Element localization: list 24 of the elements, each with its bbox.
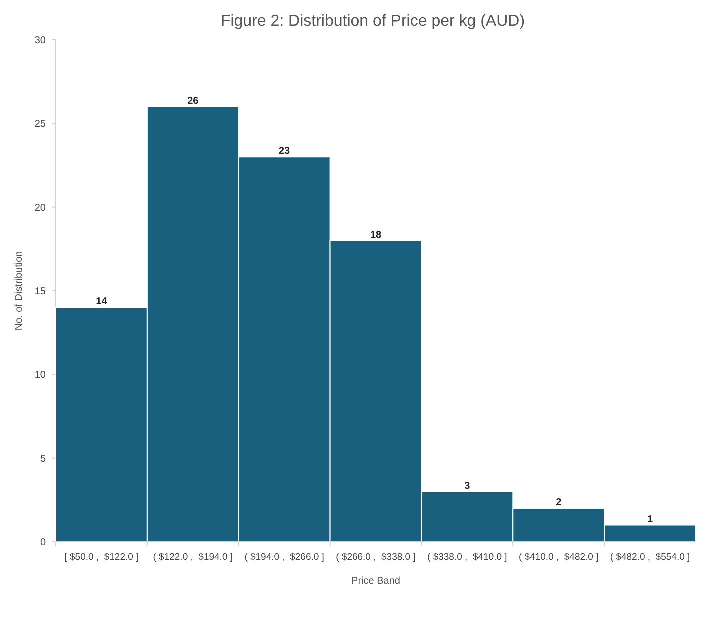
x-tick-label: ( $194.0 , $266.0 ] (244, 552, 324, 563)
data-label: 18 (370, 230, 382, 241)
data-label: 3 (464, 480, 471, 492)
data-label: 26 (188, 96, 200, 107)
y-tick-label: 5 (40, 454, 46, 465)
x-axis-title: Price Band (352, 576, 400, 587)
x-tick-label: ( $122.0 , $194.0 ] (153, 552, 234, 563)
y-axis-title: No. of Distribution (14, 251, 25, 331)
data-label: 14 (96, 296, 108, 308)
y-tick-label: 20 (34, 202, 46, 214)
y-tick-label: 10 (34, 370, 46, 382)
y-tick-label: 25 (34, 119, 46, 130)
chart-title: Figure 2: Distribution of Price per kg (AUD) (220, 13, 526, 30)
x-tick-label: [ $50.0 , $122.0 ] (64, 552, 139, 563)
y-tick-label: 0 (40, 538, 46, 548)
data-label: 23 (279, 146, 291, 158)
y-tick-label: 15 (34, 286, 46, 298)
data-label: 1 (648, 514, 654, 526)
x-tick-label: ( $482.0 , $554.0 ] (610, 552, 690, 563)
x-tick-label: ( $266.0 , $338.0 ] (336, 552, 416, 563)
x-tick-label: ( $338.0 , $410.0 ] (428, 552, 508, 563)
data-label: 2 (556, 498, 562, 509)
y-tick-label: 30 (34, 36, 46, 46)
x-tick-label: ( $410.0 , $482.0 ] (518, 552, 599, 563)
